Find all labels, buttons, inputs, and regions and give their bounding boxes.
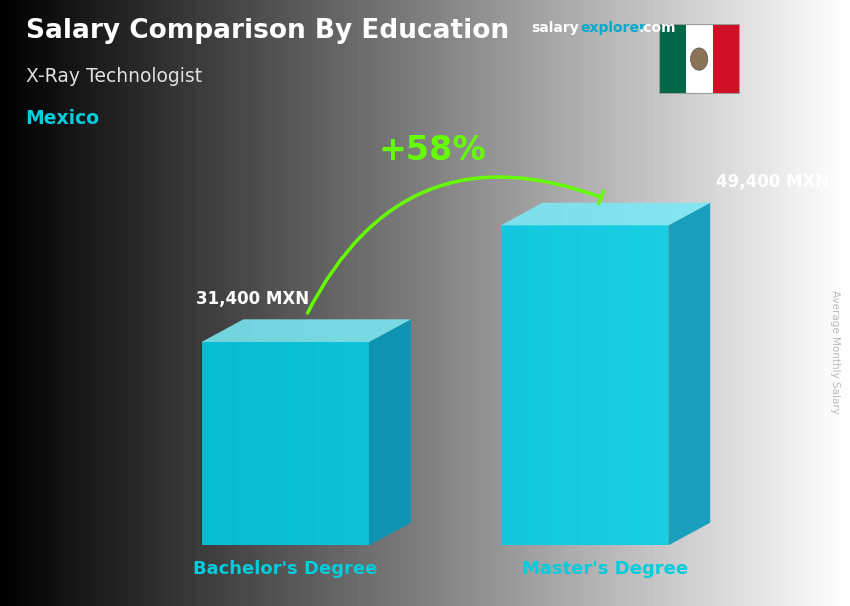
Bar <box>659 24 686 94</box>
Bar <box>712 24 740 94</box>
Polygon shape <box>501 203 711 225</box>
Text: Mexico: Mexico <box>26 109 99 128</box>
Text: 31,400 MXN: 31,400 MXN <box>196 290 309 308</box>
Circle shape <box>690 48 708 70</box>
Polygon shape <box>668 203 711 545</box>
Polygon shape <box>501 225 668 545</box>
Text: salary: salary <box>531 21 579 35</box>
Polygon shape <box>201 342 369 545</box>
Text: +58%: +58% <box>378 133 486 167</box>
Text: Bachelor's Degree: Bachelor's Degree <box>193 561 377 579</box>
Text: Master's Degree: Master's Degree <box>523 561 688 579</box>
Text: Average Monthly Salary: Average Monthly Salary <box>830 290 840 413</box>
Bar <box>686 24 712 94</box>
Text: .com: .com <box>638 21 676 35</box>
Polygon shape <box>201 319 411 342</box>
Text: explorer: explorer <box>581 21 647 35</box>
Polygon shape <box>369 319 411 545</box>
Text: Salary Comparison By Education: Salary Comparison By Education <box>26 18 508 44</box>
Text: 49,400 MXN: 49,400 MXN <box>717 173 830 191</box>
Text: X-Ray Technologist: X-Ray Technologist <box>26 67 201 85</box>
